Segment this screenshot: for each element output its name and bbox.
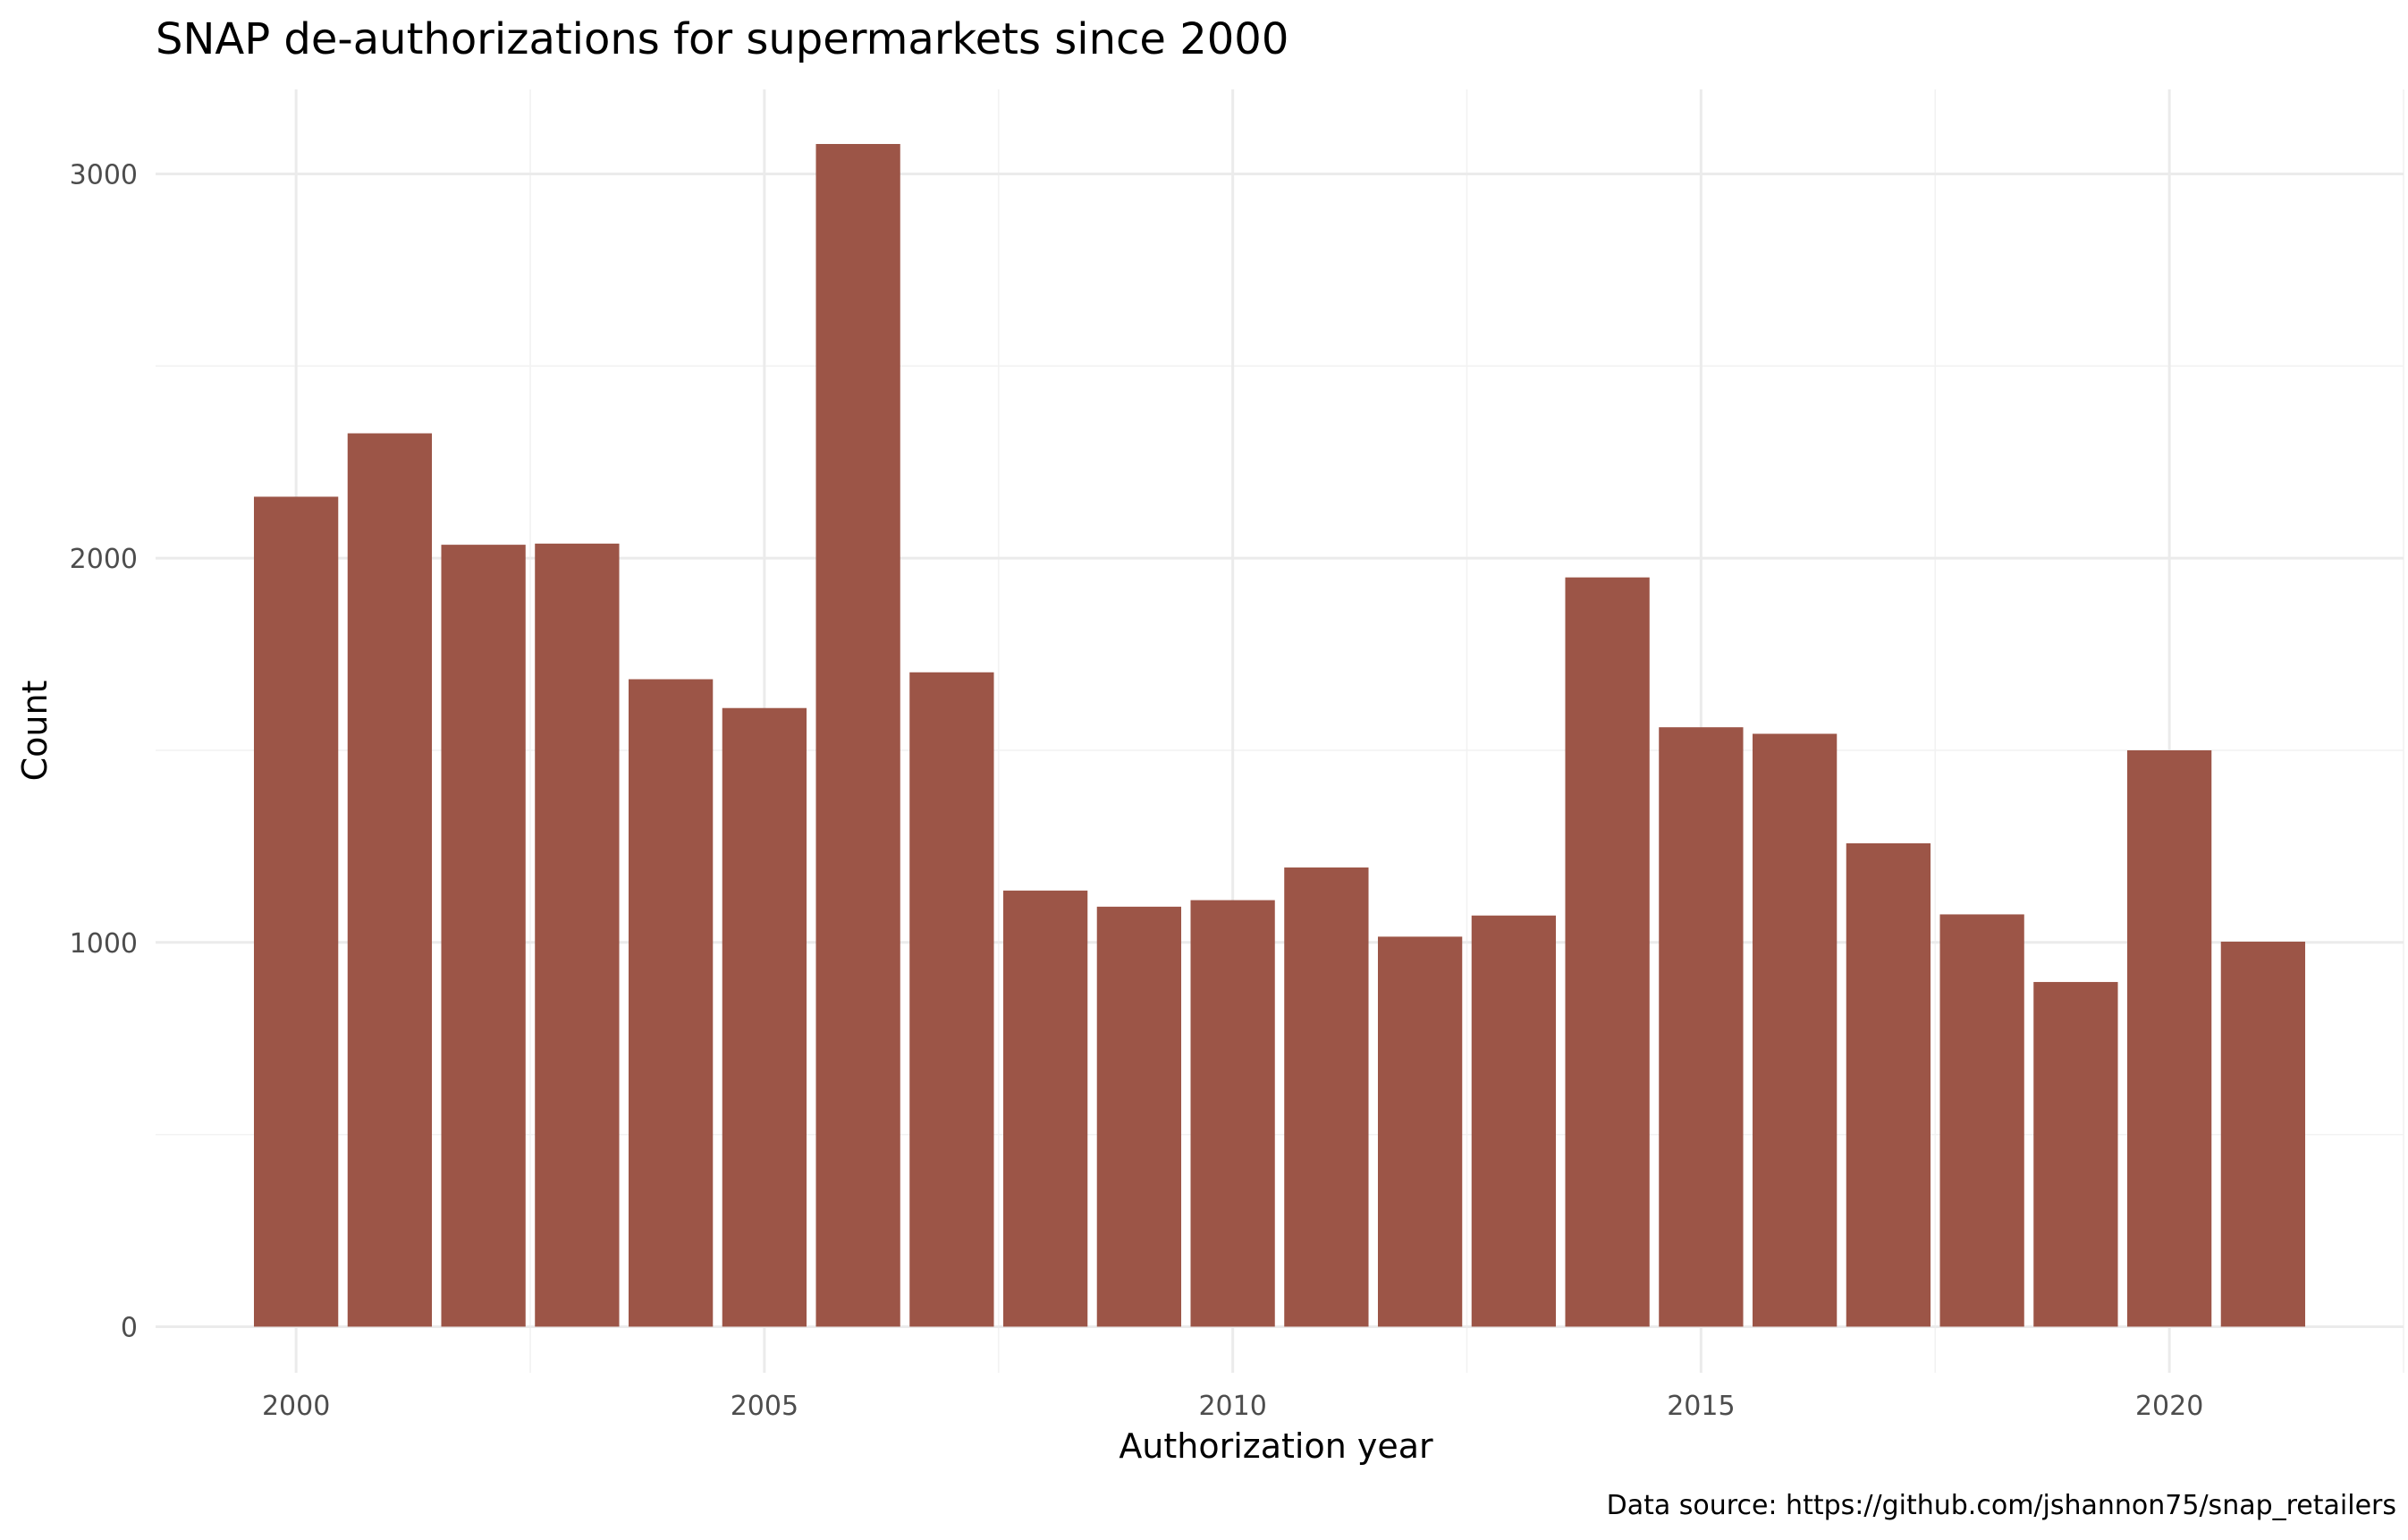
x-tick-label: 2010 [1198, 1391, 1266, 1422]
x-tick-label: 2000 [262, 1391, 330, 1422]
bars [253, 144, 2306, 1327]
bar-2006 [815, 144, 900, 1327]
x-tick-label: 2020 [2135, 1391, 2203, 1422]
bar-2004 [628, 679, 714, 1327]
y-axis-title: Count [15, 681, 55, 782]
x-tick-label: 2005 [731, 1391, 798, 1422]
x-tick-label: 2015 [1667, 1391, 1735, 1422]
bar-2000 [253, 496, 339, 1327]
y-tick-label: 3000 [70, 160, 138, 191]
bar-2008 [1002, 890, 1088, 1327]
y-tick-label: 1000 [70, 928, 138, 960]
bar-2007 [909, 672, 994, 1327]
x-axis-title: Authorization year [1119, 1426, 1433, 1466]
x-axis-ticks: 2000 2005 2010 2015 2020 [262, 1391, 2203, 1422]
y-tick-label: 2000 [70, 544, 138, 575]
bar-2021 [2220, 941, 2306, 1327]
bar-2019 [2033, 982, 2118, 1327]
bar-2011 [1284, 867, 1369, 1327]
bar-2002 [441, 545, 526, 1327]
bar-2012 [1377, 936, 1463, 1327]
bar-2005 [722, 707, 807, 1327]
bar-2009 [1096, 906, 1182, 1327]
bar-2017 [1846, 842, 1931, 1327]
bar-2018 [1939, 914, 2024, 1327]
bar-2015 [1659, 727, 1744, 1327]
chart-caption: Data source: https://github.com/jshannon… [1607, 1490, 2396, 1521]
bar-2014 [1565, 577, 1650, 1327]
bar-2001 [347, 433, 433, 1327]
chart-title: SNAP de-authorizations for supermarkets … [156, 14, 1288, 64]
y-axis-ticks: 0 1000 2000 3000 [70, 160, 138, 1344]
bar-2020 [2126, 749, 2212, 1327]
bar-2010 [1190, 900, 1275, 1327]
bar-2016 [1752, 733, 1838, 1327]
bar-2013 [1471, 915, 1557, 1327]
bar-2003 [535, 543, 620, 1327]
y-tick-label: 0 [121, 1312, 138, 1343]
